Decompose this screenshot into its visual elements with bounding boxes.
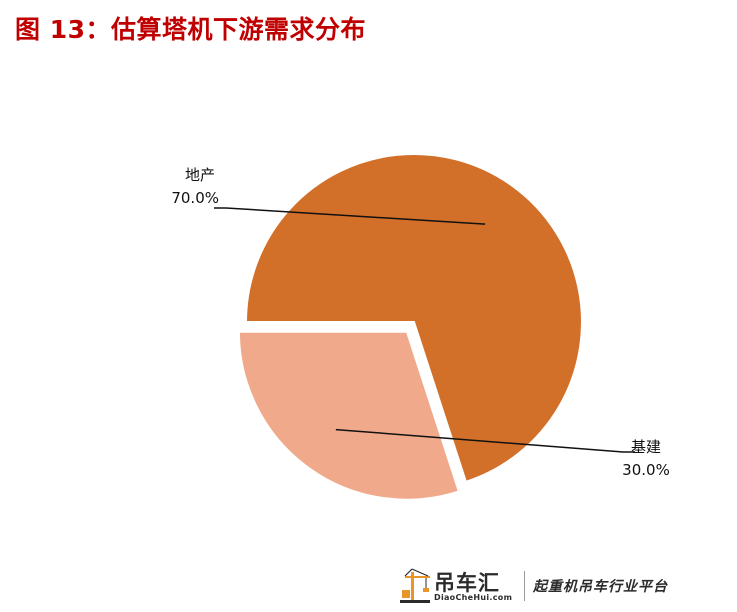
slice-category-label: 基建 — [631, 438, 661, 456]
watermark-url: DiaoCheHui.com — [434, 593, 513, 602]
slice-value-label: 30.0% — [622, 461, 670, 479]
leader-line-1 — [214, 207, 486, 225]
watermark-divider — [524, 571, 525, 601]
pie-slice-1 — [244, 153, 583, 484]
watermark-slogan: 起重机吊车行业平台 — [533, 579, 668, 595]
leader-line-2 — [335, 428, 635, 453]
slice-category-label: 地产 — [185, 166, 215, 184]
slice-value-label: 70.0% — [171, 189, 219, 207]
watermark: 吊车汇 DiaoCheHui.com 起重机吊车行业平台 — [400, 566, 700, 606]
pie-slice-2 — [237, 330, 461, 501]
figure-title: 图 13：估算塔机下游需求分布 — [15, 15, 366, 44]
pie-chart: 地产 70.0% 基建 30.0% — [171, 153, 670, 501]
crane-icon — [400, 568, 430, 603]
watermark-brand: 吊车汇 — [434, 571, 500, 595]
